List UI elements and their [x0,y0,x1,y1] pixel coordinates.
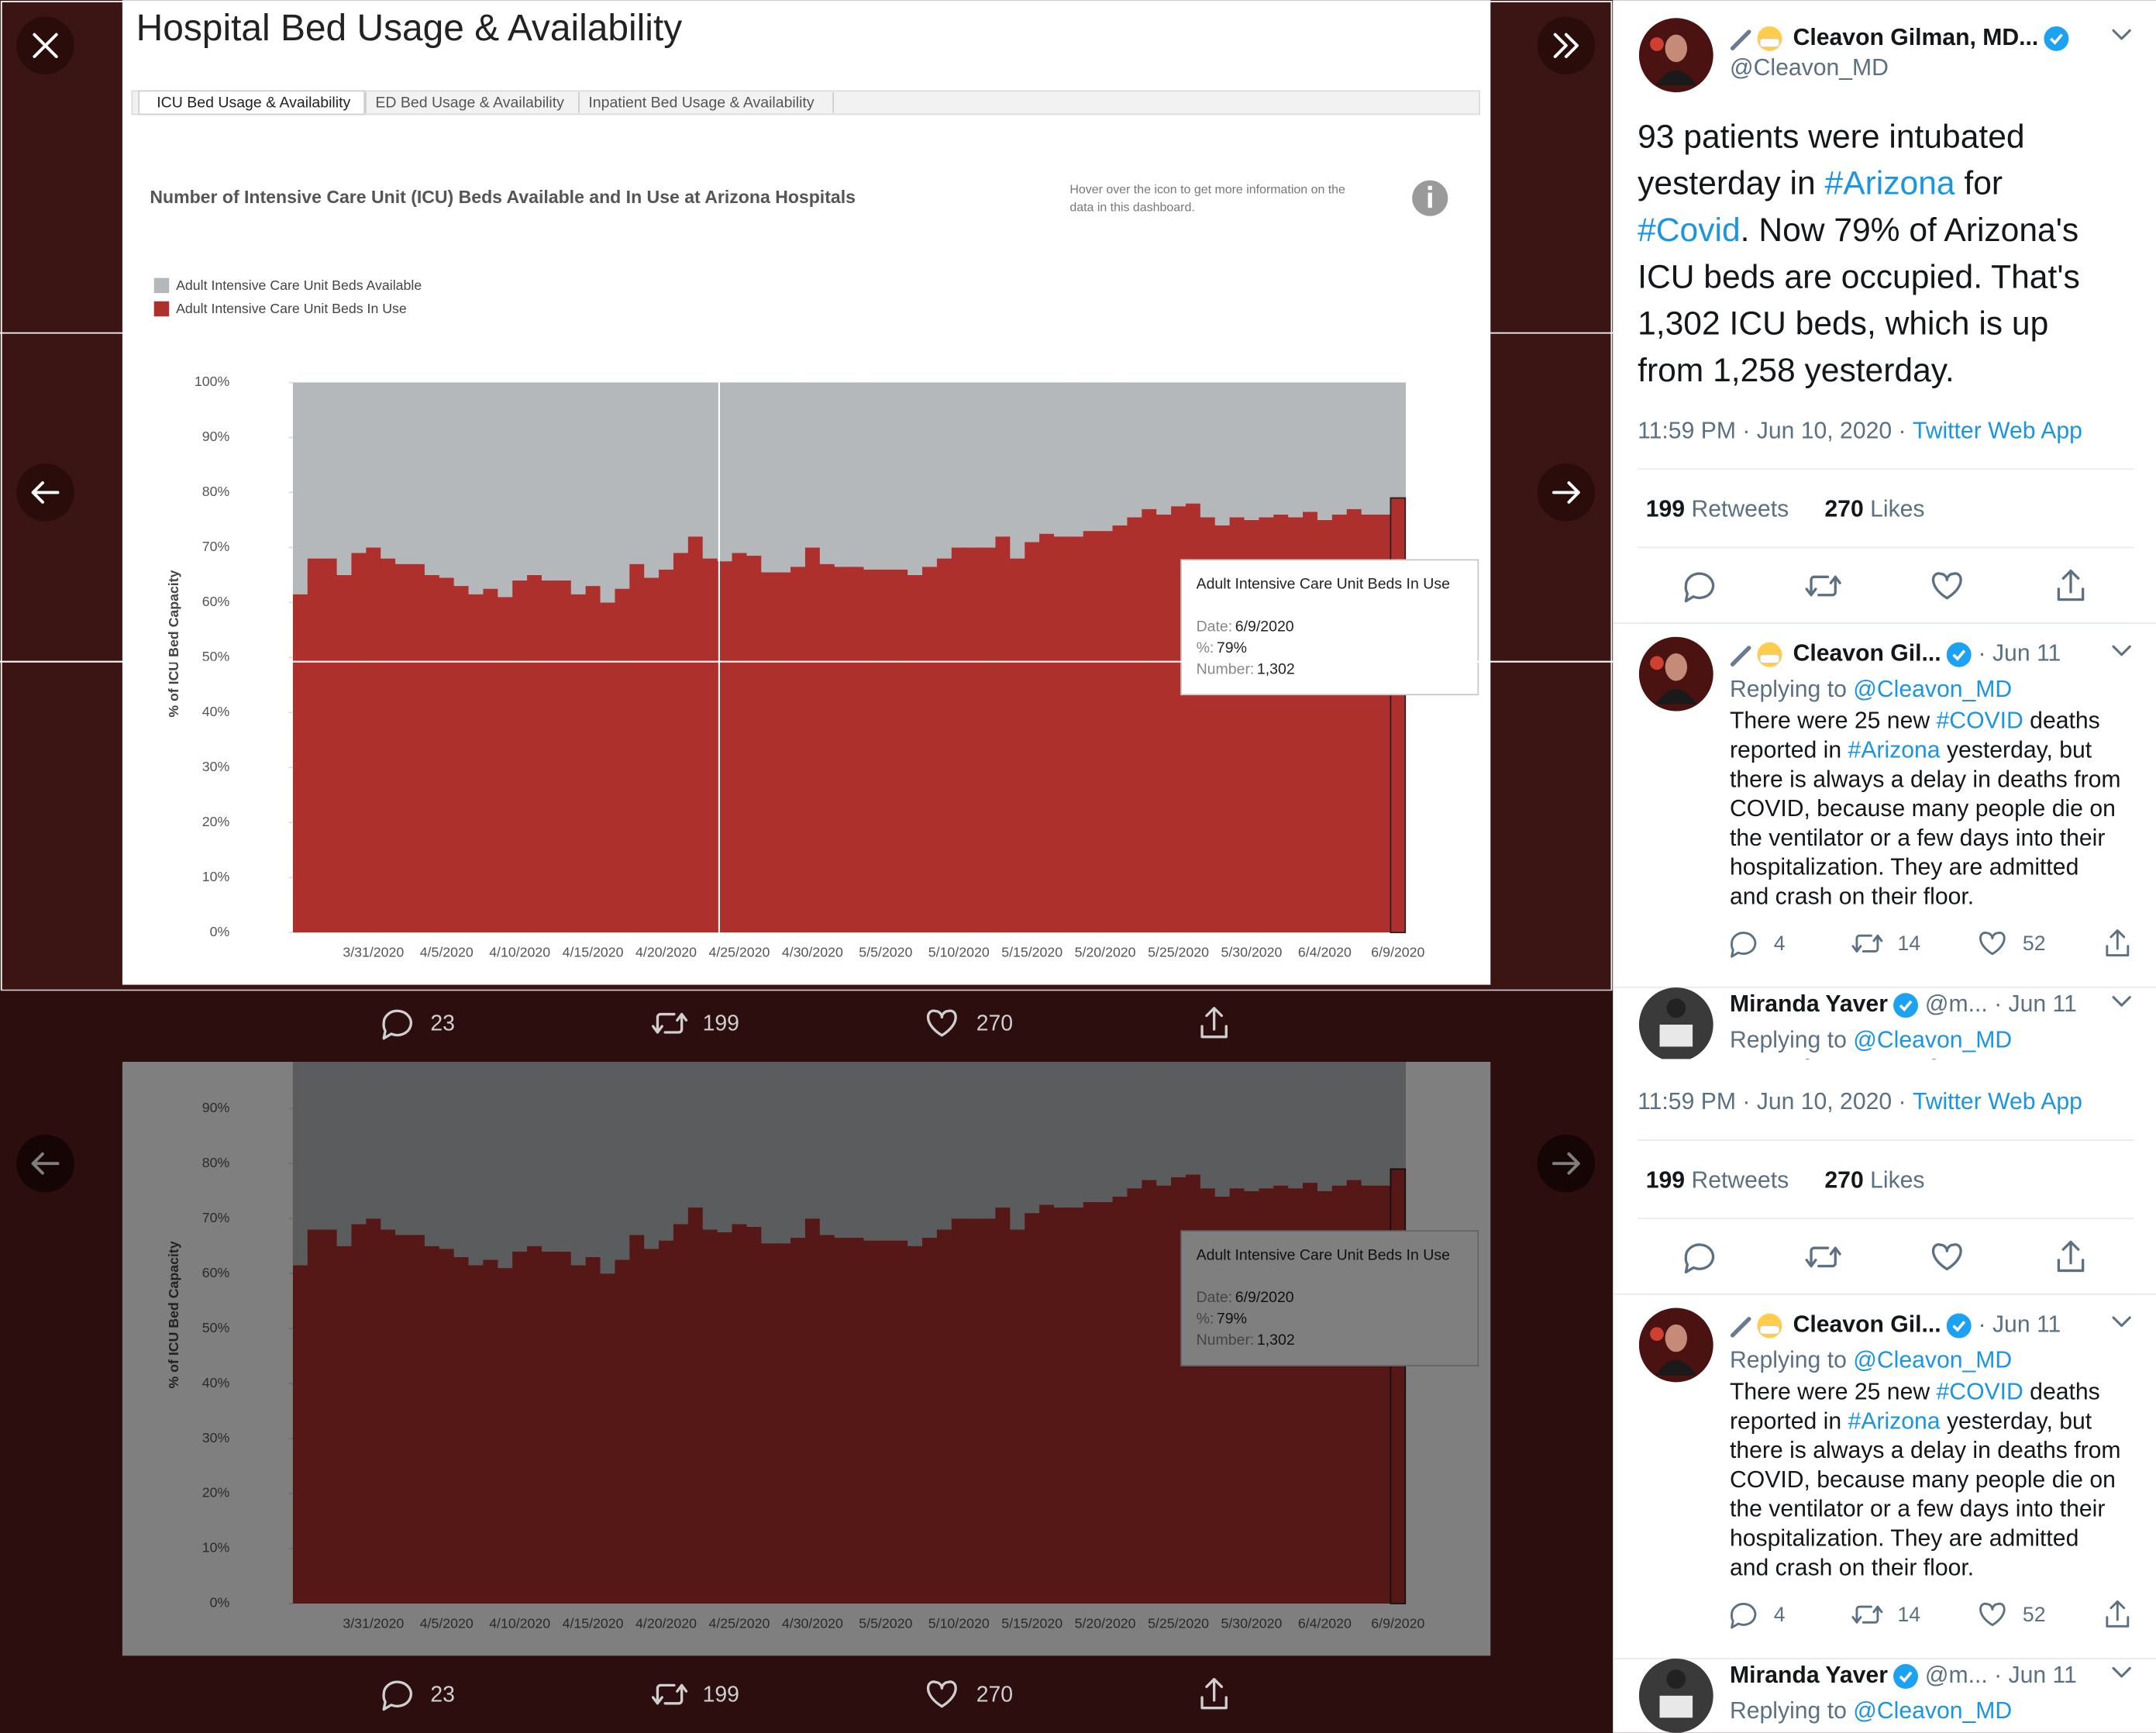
dashboard-panel-view-clip [122,0,1492,986]
dashboard-panel-view [122,0,1492,986]
lightbox-controls [16,16,1596,75]
nav-glyph [33,33,58,58]
nav-glyph [1553,33,1579,58]
left-layer [0,0,1614,1733]
dim-overlay [0,990,1614,1733]
